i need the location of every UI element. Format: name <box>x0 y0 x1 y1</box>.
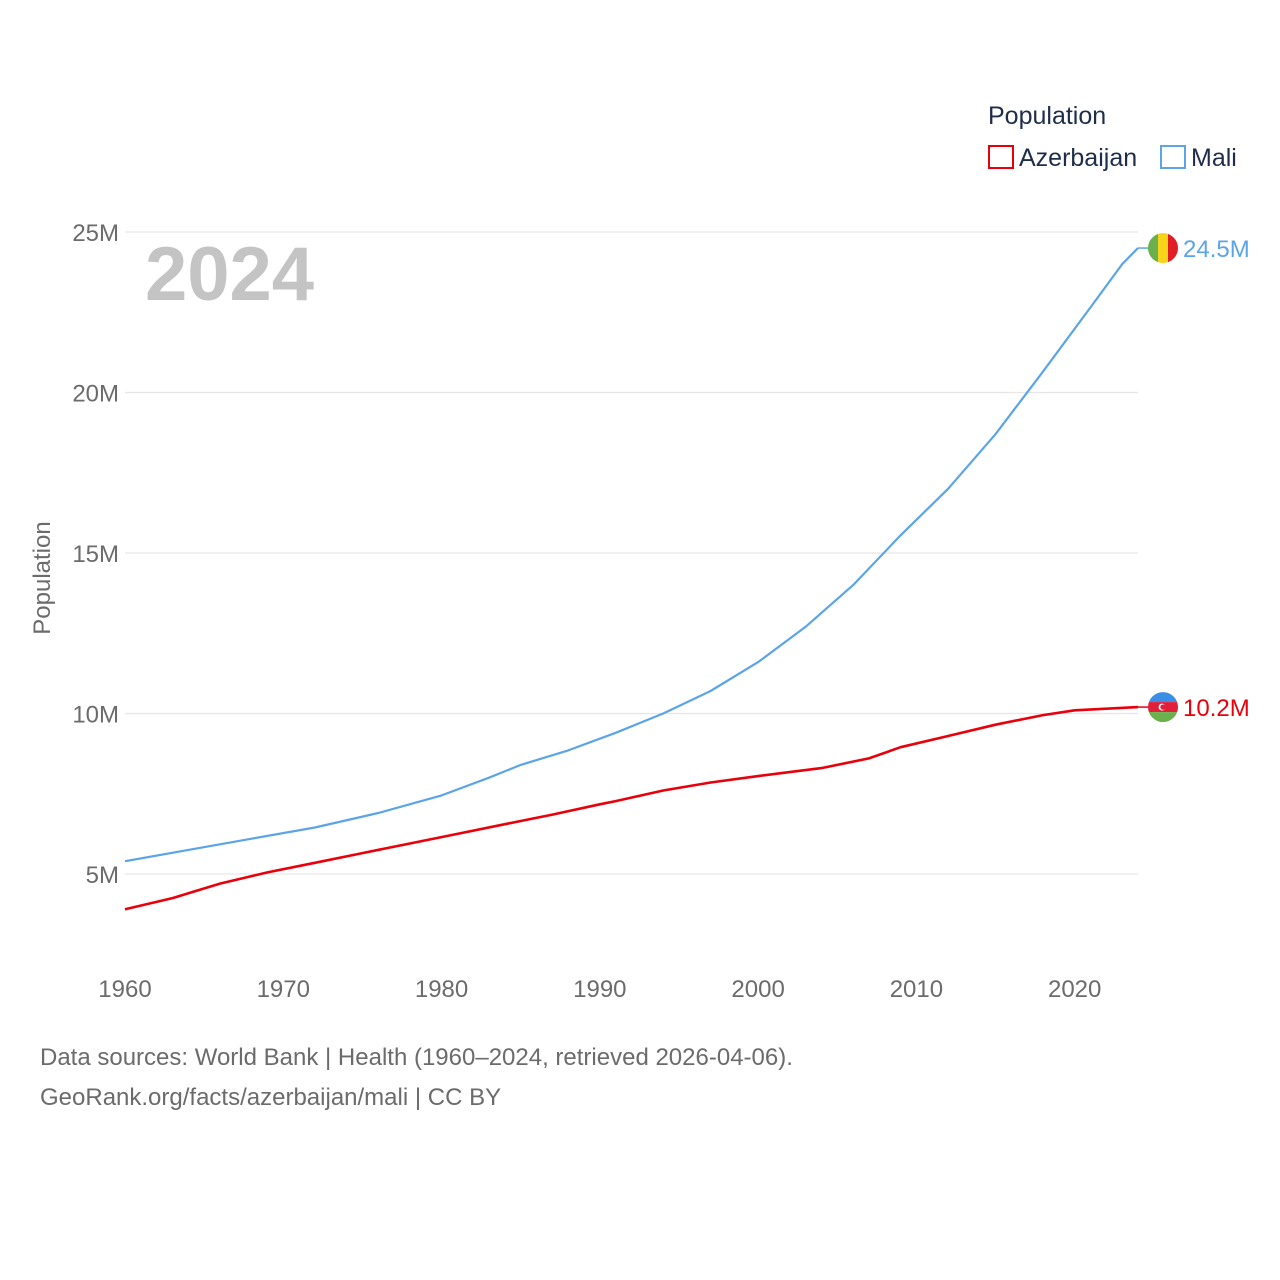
legend-label-azerbaijan[interactable]: Azerbaijan <box>1019 144 1137 172</box>
y-tick-label: 15M <box>72 541 119 568</box>
legend-title: Population <box>988 102 1106 130</box>
population-chart: 5M 10M 15M 20M 25M 1960 1970 1980 1990 2000 2010 2… <box>29 102 1250 1003</box>
footer-source: Data sources: World Bank | Health (1960–… <box>40 1044 793 1071</box>
azerbaijan-flag-icon <box>1148 692 1178 723</box>
end-label-mali: 24.5M <box>1183 236 1250 263</box>
year-label: 2024 <box>145 232 314 317</box>
x-tick-label: 1970 <box>257 976 310 1003</box>
x-tick-label: 1990 <box>573 976 626 1003</box>
footer-credit[interactable]: GeoRank.org/facts/azerbaijan/mali | CC B… <box>40 1084 502 1111</box>
legend-swatch-mali[interactable] <box>1160 145 1186 169</box>
y-tick-label: 5M <box>86 862 119 889</box>
legend-label-mali[interactable]: Mali <box>1191 144 1237 172</box>
x-tick-label: 1980 <box>415 976 468 1003</box>
legend-swatch-azerbaijan[interactable] <box>988 145 1014 169</box>
y-tick-label: 25M <box>72 220 119 247</box>
mali-flag-icon <box>1148 233 1178 264</box>
series-line-azerbaijan[interactable] <box>124 705 1139 911</box>
y-axis-title: Population <box>29 521 56 634</box>
end-markers: 10.2M 24.5M <box>1138 233 1250 723</box>
y-tick-label: 10M <box>72 702 119 729</box>
y-tick-label: 20M <box>72 381 119 408</box>
x-axis-ticks: 1960 1970 1980 1990 2000 2010 2020 <box>98 976 1101 1003</box>
x-tick-label: 2010 <box>890 976 943 1003</box>
series-lines <box>124 247 1139 911</box>
end-label-azerbaijan: 10.2M <box>1183 695 1250 722</box>
series-line-mali[interactable] <box>124 247 1139 863</box>
x-tick-label: 1960 <box>98 976 151 1003</box>
gridlines <box>125 231 1138 875</box>
y-axis-ticks: 5M 10M 15M 20M 25M <box>72 220 119 889</box>
x-tick-label: 2000 <box>731 976 784 1003</box>
legend: Population Azerbaijan Mali <box>988 102 1237 172</box>
x-tick-label: 2020 <box>1048 976 1101 1003</box>
